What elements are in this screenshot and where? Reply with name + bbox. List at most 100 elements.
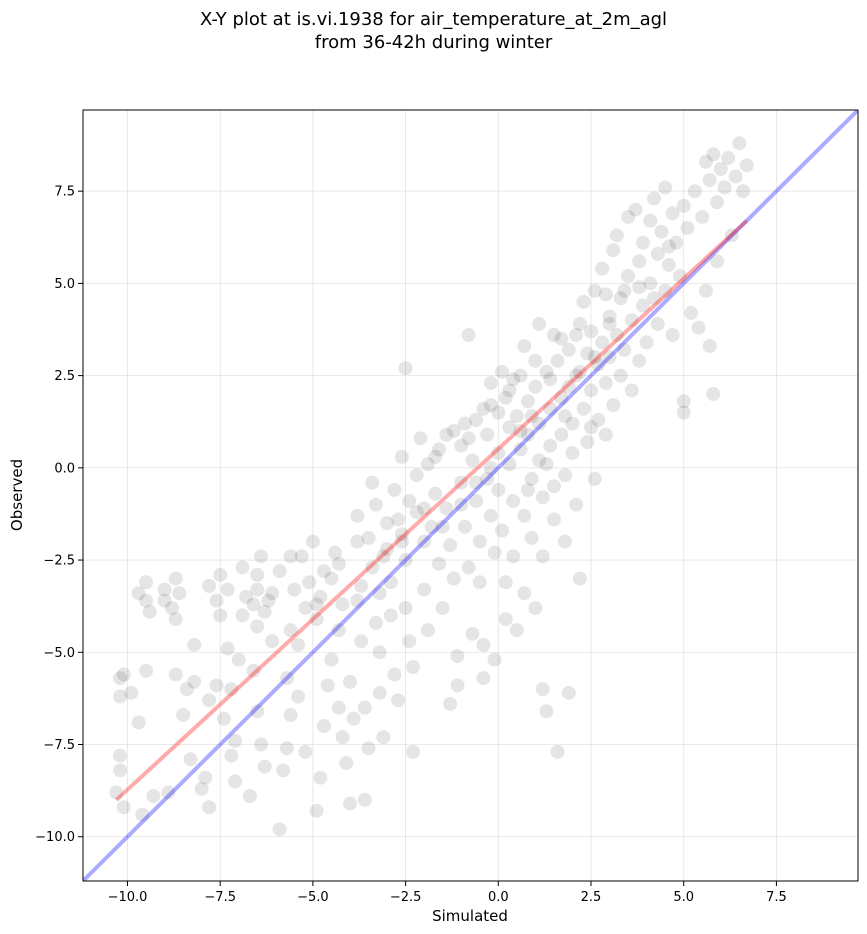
data-point [561,342,576,357]
data-point [220,641,235,656]
data-point [276,763,291,778]
data-point [402,494,417,509]
data-point [539,457,554,472]
y-tick-label: 5.0 [54,277,75,292]
data-point [506,549,521,564]
data-point [506,494,521,509]
data-point [710,254,725,269]
data-point [216,711,231,726]
data-point [595,335,610,350]
data-point [587,350,602,365]
data-point [146,789,161,804]
data-point [602,350,617,365]
data-point [476,401,491,416]
data-point [513,423,528,438]
data-point [595,261,610,276]
data-point [483,398,498,413]
data-point [461,560,476,575]
data-point [472,575,487,590]
data-point [736,184,751,199]
data-point [142,604,157,619]
data-point [591,412,606,427]
x-tick-label: −5.0 [297,890,329,905]
data-point [406,660,421,675]
data-point [309,803,324,818]
data-point [342,674,357,689]
data-point [383,608,398,623]
data-point [491,482,506,497]
data-point [283,549,298,564]
data-point [580,435,595,450]
data-point [572,571,587,586]
y-axis-label: Observed [8,459,26,531]
data-point [476,637,491,652]
data-point [572,364,587,379]
data-point [331,700,346,715]
data-point [394,449,409,464]
data-point [639,335,654,350]
data-point [368,615,383,630]
data-point [520,427,535,442]
data-point [532,416,547,431]
data-point [372,586,387,601]
data-point [376,549,391,564]
data-point [524,409,539,424]
data-point [539,704,554,719]
data-point [724,228,739,243]
data-point [632,280,647,295]
data-point [650,316,665,331]
y-tick-label: −5.0 [43,646,75,661]
data-point [721,150,736,165]
data-point [483,375,498,390]
data-point [509,409,524,424]
data-point [387,482,402,497]
data-point [702,339,717,354]
data-point [443,538,458,553]
data-point [732,136,747,151]
data-point [431,556,446,571]
data-point [220,582,235,597]
data-point [365,560,380,575]
data-point [632,254,647,269]
data-point [291,689,306,704]
data-point [676,405,691,420]
data-point [587,283,602,298]
data-point [469,412,484,427]
data-point [673,269,688,284]
data-point [691,320,706,335]
data-point [461,431,476,446]
data-point [698,283,713,298]
data-point [628,202,643,217]
data-point [546,328,561,343]
data-point [584,420,599,435]
data-point [602,316,617,331]
data-point [524,471,539,486]
data-point [387,667,402,682]
data-point [398,601,413,616]
data-point [665,328,680,343]
data-point [643,276,658,291]
data-point [728,169,743,184]
data-point [272,564,287,579]
data-point [535,549,550,564]
data-point [331,623,346,638]
grid [83,110,858,881]
data-point [391,512,406,527]
data-point [357,700,372,715]
data-point [272,822,287,837]
data-point [624,383,639,398]
data-point [187,674,202,689]
data-point [116,667,131,682]
data-point [635,235,650,250]
data-point [354,634,369,649]
data-point [228,774,243,789]
data-point [476,671,491,686]
data-point [613,368,628,383]
data-point [543,372,558,387]
data-point [161,785,176,800]
data-point [687,184,702,199]
x-axis-label: Simulated [432,907,508,925]
data-point [428,449,443,464]
data-point [502,383,517,398]
